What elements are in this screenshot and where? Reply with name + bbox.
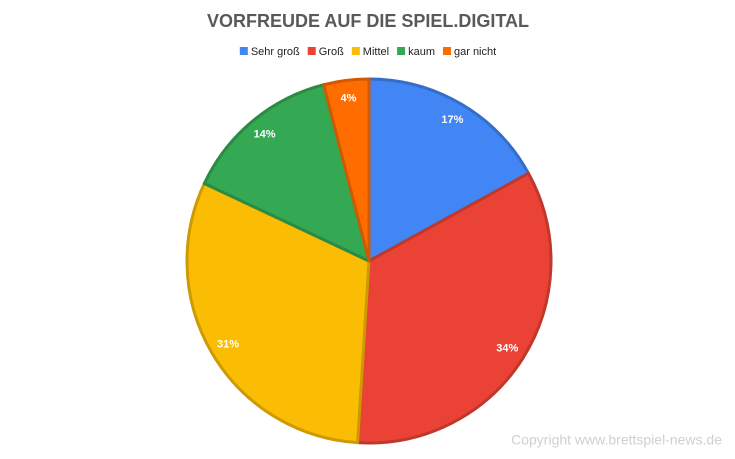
watermark: Copyright www.brettspiel-news.de (511, 432, 722, 448)
legend-swatch (239, 47, 248, 55)
data-label: 31% (217, 338, 239, 350)
legend-swatch (442, 47, 451, 55)
data-label: 14% (254, 129, 276, 141)
legend-label: Mittel (363, 46, 389, 58)
legend: Sehr groß Groß Mittel kaum gar nicht (239, 46, 496, 58)
pie: 17% 34% 31% 14% 4% (185, 77, 553, 445)
legend-label: Sehr groß (251, 46, 300, 58)
chart-title: VORFREUDE AUF DIE SPIEL.DIGITAL (207, 11, 529, 31)
data-label: 4% (341, 92, 357, 104)
legend-label: Groß (319, 46, 344, 58)
pie-slice (202, 83, 371, 263)
pie-slice (322, 77, 371, 263)
pie-slice (367, 77, 530, 263)
pie-slice (356, 171, 553, 445)
pie-slice (185, 182, 371, 445)
legend-label: kaum (408, 46, 435, 58)
legend-swatch (397, 47, 406, 55)
legend-swatch (351, 47, 360, 55)
data-label: 34% (496, 343, 518, 355)
data-label: 17% (441, 114, 463, 126)
legend-label: gar nicht (454, 46, 496, 58)
legend-swatch (307, 47, 316, 55)
